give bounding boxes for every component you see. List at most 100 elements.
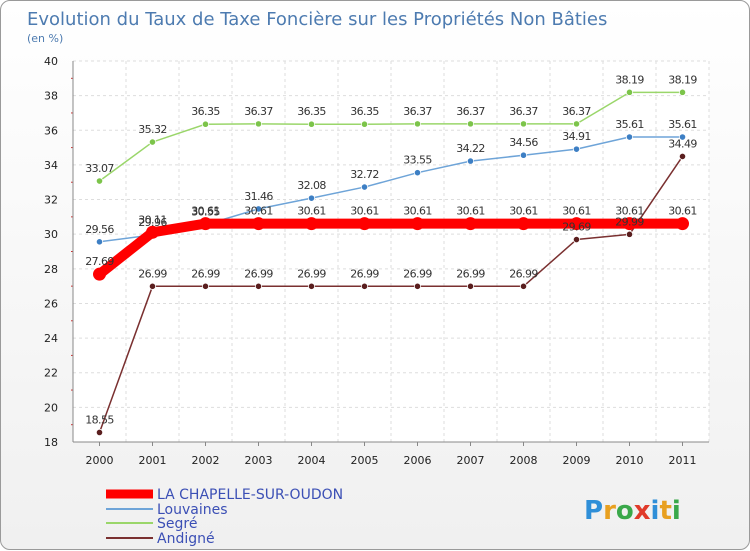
data-label: 30.61 bbox=[297, 205, 326, 218]
data-label: 32.72 bbox=[350, 168, 379, 181]
data-point bbox=[572, 235, 581, 244]
data-point bbox=[305, 217, 318, 231]
y-tick-label: 28 bbox=[44, 263, 58, 276]
y-tick-label: 40 bbox=[44, 55, 58, 68]
data-labels: 29.56 29.96 30.55 31.46 32.08 32.72 33.55 34.22… bbox=[85, 73, 698, 426]
data-label: 34.56 bbox=[509, 136, 538, 149]
data-label: 33.07 bbox=[85, 162, 114, 175]
data-point bbox=[678, 133, 687, 141]
data-point bbox=[148, 282, 157, 290]
data-point bbox=[95, 428, 104, 437]
y-tick-label: 30 bbox=[44, 228, 58, 241]
data-point bbox=[678, 152, 687, 161]
x-tick-label: 2007 bbox=[457, 454, 485, 467]
data-point bbox=[201, 282, 210, 290]
data-point bbox=[358, 217, 371, 231]
legend: LA CHAPELLE-SUR-OUDONLouvainesSegréAndig… bbox=[106, 487, 343, 547]
data-label: 30.11 bbox=[138, 213, 167, 226]
logo-letter: P bbox=[584, 496, 603, 526]
data-label: 27.69 bbox=[85, 255, 114, 268]
data-point bbox=[466, 282, 475, 290]
series-la-chapelle-sur-oudon bbox=[93, 217, 689, 281]
series-andign- bbox=[95, 152, 687, 437]
data-point bbox=[519, 282, 528, 290]
data-point bbox=[254, 120, 263, 128]
legend-entry: Louvaines bbox=[157, 502, 228, 518]
data-point bbox=[466, 120, 475, 128]
y-tick-label: 38 bbox=[44, 90, 58, 103]
legend-entry: Andigné bbox=[157, 531, 215, 547]
data-point bbox=[572, 145, 581, 153]
legend-entry: Segré bbox=[157, 516, 197, 532]
data-label: 33.55 bbox=[403, 154, 432, 167]
data-label: 29.96 bbox=[138, 216, 167, 229]
y-tick-label: 24 bbox=[44, 332, 58, 345]
data-point bbox=[466, 157, 475, 165]
series-line bbox=[98, 91, 684, 182]
data-point bbox=[93, 267, 106, 281]
data-label: 36.37 bbox=[562, 105, 591, 118]
data-label: 35.61 bbox=[668, 118, 697, 131]
x-tick-label: 2010 bbox=[616, 454, 644, 467]
data-point bbox=[254, 205, 263, 213]
data-label: 36.37 bbox=[244, 105, 273, 118]
x-tick-label: 2004 bbox=[298, 454, 326, 467]
data-label: 26.99 bbox=[191, 267, 220, 280]
data-point bbox=[517, 217, 530, 231]
data-label: 31.46 bbox=[244, 190, 273, 203]
x-tick-label: 2005 bbox=[351, 454, 379, 467]
data-point bbox=[95, 238, 104, 246]
data-label: 30.61 bbox=[456, 205, 485, 218]
data-label: 30.61 bbox=[509, 205, 538, 218]
data-label: 35.61 bbox=[615, 118, 644, 131]
data-label: 36.35 bbox=[297, 105, 326, 118]
data-point bbox=[570, 217, 583, 231]
data-point bbox=[199, 217, 212, 231]
y-tick-label: 34 bbox=[44, 159, 58, 172]
data-label: 26.99 bbox=[403, 267, 432, 280]
data-point bbox=[464, 217, 477, 231]
data-label: 30.61 bbox=[350, 205, 379, 218]
chart-title: Evolution du Taux de Taxe Foncière sur l… bbox=[27, 9, 607, 30]
data-label: 30.61 bbox=[244, 205, 273, 218]
data-point bbox=[519, 151, 528, 159]
data-point bbox=[413, 282, 422, 290]
data-label: 26.99 bbox=[350, 267, 379, 280]
data-point bbox=[413, 120, 422, 128]
data-point bbox=[413, 169, 422, 177]
data-label: 26.99 bbox=[297, 267, 326, 280]
series-line bbox=[94, 218, 688, 280]
x-tick-label: 2009 bbox=[563, 454, 591, 467]
data-point bbox=[678, 88, 687, 96]
data-point bbox=[519, 120, 528, 128]
y-tick-label: 20 bbox=[44, 401, 58, 414]
data-label: 36.35 bbox=[191, 105, 220, 118]
data-label: 32.08 bbox=[297, 179, 326, 192]
data-point bbox=[625, 230, 634, 238]
data-label: 18.55 bbox=[85, 413, 114, 426]
legend-entry: LA CHAPELLE-SUR-OUDON bbox=[157, 487, 343, 503]
data-label: 34.22 bbox=[456, 142, 485, 155]
data-point bbox=[676, 217, 689, 231]
data-point bbox=[254, 282, 263, 290]
axes: 18 20 22 24 26 28 30 32 34 36 38 40 2000 2001 2002 2003… bbox=[44, 55, 709, 467]
series-segr- bbox=[95, 88, 687, 185]
data-label: 26.99 bbox=[456, 267, 485, 280]
x-tick-label: 2001 bbox=[139, 454, 167, 467]
data-point bbox=[95, 177, 104, 185]
logo-letter: i bbox=[672, 496, 681, 526]
data-point bbox=[411, 217, 424, 231]
x-tick-label: 2008 bbox=[510, 454, 538, 467]
logo-letter: t bbox=[659, 496, 671, 526]
logo-letter: o bbox=[616, 496, 634, 526]
logo-letter: x bbox=[634, 496, 651, 526]
data-label: 30.61 bbox=[668, 205, 697, 218]
y-tick-label: 32 bbox=[44, 194, 58, 207]
plot-area bbox=[73, 61, 709, 442]
data-label: 30.55 bbox=[191, 206, 220, 219]
data-point bbox=[625, 133, 634, 141]
data-point bbox=[148, 138, 157, 146]
series bbox=[93, 88, 689, 437]
chart-ylabel: (en %) bbox=[27, 32, 63, 45]
